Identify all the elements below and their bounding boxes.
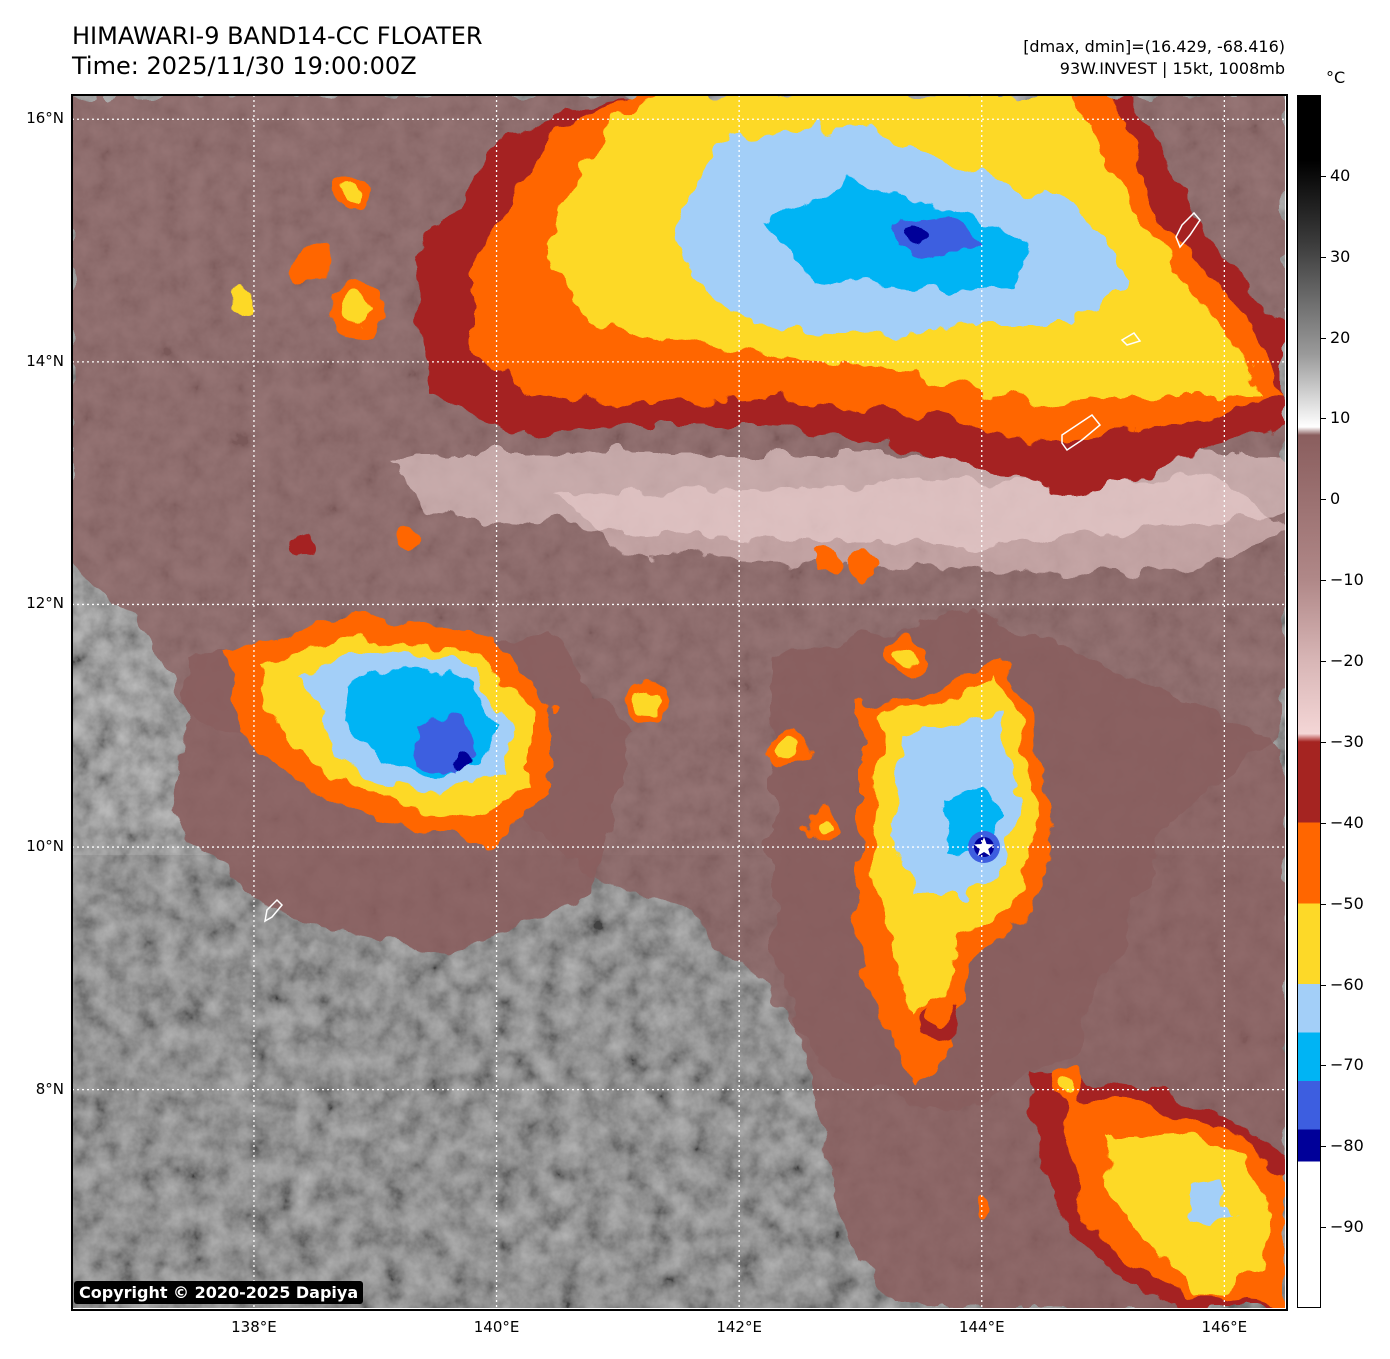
colorbar-tick-label: 0	[1330, 489, 1341, 509]
satellite-map	[72, 95, 1285, 1308]
colorbar-tick-mark	[1321, 418, 1326, 420]
colorbar-tick-label: −40	[1330, 812, 1364, 832]
chart-time: Time: 2025/11/30 19:00:00Z	[72, 52, 417, 80]
colorbar-tick-label: −60	[1330, 974, 1364, 994]
lat-tick-label: 8°N	[35, 1079, 64, 1098]
colorbar-tick-label: −30	[1330, 731, 1364, 751]
lat-tick-label: 12°N	[26, 594, 64, 613]
lon-tick-label: 142°E	[716, 1318, 762, 1336]
colorbar-tick-label: 40	[1330, 165, 1351, 185]
scattered-cells	[230, 172, 1238, 1296]
colorbar-tick-mark	[1321, 822, 1326, 824]
colorbar-tick-mark	[1321, 661, 1326, 663]
colorbar-tick-mark	[1321, 175, 1326, 177]
colorbar-tick-label: −70	[1330, 1055, 1364, 1075]
western-cluster	[222, 615, 552, 845]
colorbar-tick-mark	[1321, 337, 1326, 339]
colorbar-tick-label: −90	[1330, 1217, 1364, 1237]
colorbar-tick-mark	[1321, 741, 1326, 743]
lon-tick-label: 140°E	[473, 1318, 520, 1336]
colorbar-tick-label: 10	[1330, 408, 1351, 428]
copyright-badge: Copyright © 2020-2025 Dapiya	[74, 1281, 364, 1304]
colorbar-tick-label: −10	[1330, 570, 1364, 590]
lat-tick-label: 14°N	[26, 351, 64, 370]
colorbar-tick-label: 20	[1330, 327, 1351, 347]
dmax-dmin-readout: [dmax, dmin]=(16.429, -68.416)	[1023, 37, 1285, 56]
colorbar-tick-mark	[1321, 903, 1326, 905]
lat-tick-label: 10°N	[26, 837, 64, 856]
lat-tick-label: 16°N	[26, 109, 64, 128]
northern-band	[412, 95, 1285, 495]
central-cluster	[852, 655, 1052, 1085]
lon-tick-label: 138°E	[231, 1318, 277, 1336]
lon-tick-label: 144°E	[958, 1318, 1005, 1336]
colorbar-tick-label: −80	[1330, 1136, 1364, 1156]
colorbar-tick-mark	[1321, 1227, 1326, 1229]
chart-title: HIMAWARI-9 BAND14-CC FLOATER	[72, 22, 483, 50]
colorbar-tick-mark	[1321, 984, 1326, 986]
colorbar-tick-mark	[1321, 1065, 1326, 1067]
colorbar	[1297, 95, 1321, 1308]
lat-lon-gridlines	[72, 95, 1285, 1308]
colorbar-tick-mark	[1321, 580, 1326, 582]
storm-info: 93W.INVEST | 15kt, 1008mb	[1059, 59, 1285, 78]
colorbar-tick-mark	[1321, 256, 1326, 258]
colorbar-tick-label: −50	[1330, 893, 1364, 913]
colorbar-tick-label: 30	[1330, 246, 1351, 266]
colorbar-tick-label: −20	[1330, 651, 1364, 671]
island-outlines	[263, 211, 1201, 923]
colorbar-tick-mark	[1321, 499, 1326, 501]
colorbar-tick-mark	[1321, 1146, 1326, 1148]
lon-tick-label: 146°E	[1201, 1318, 1248, 1336]
colorbar-unit: °C	[1326, 68, 1346, 87]
